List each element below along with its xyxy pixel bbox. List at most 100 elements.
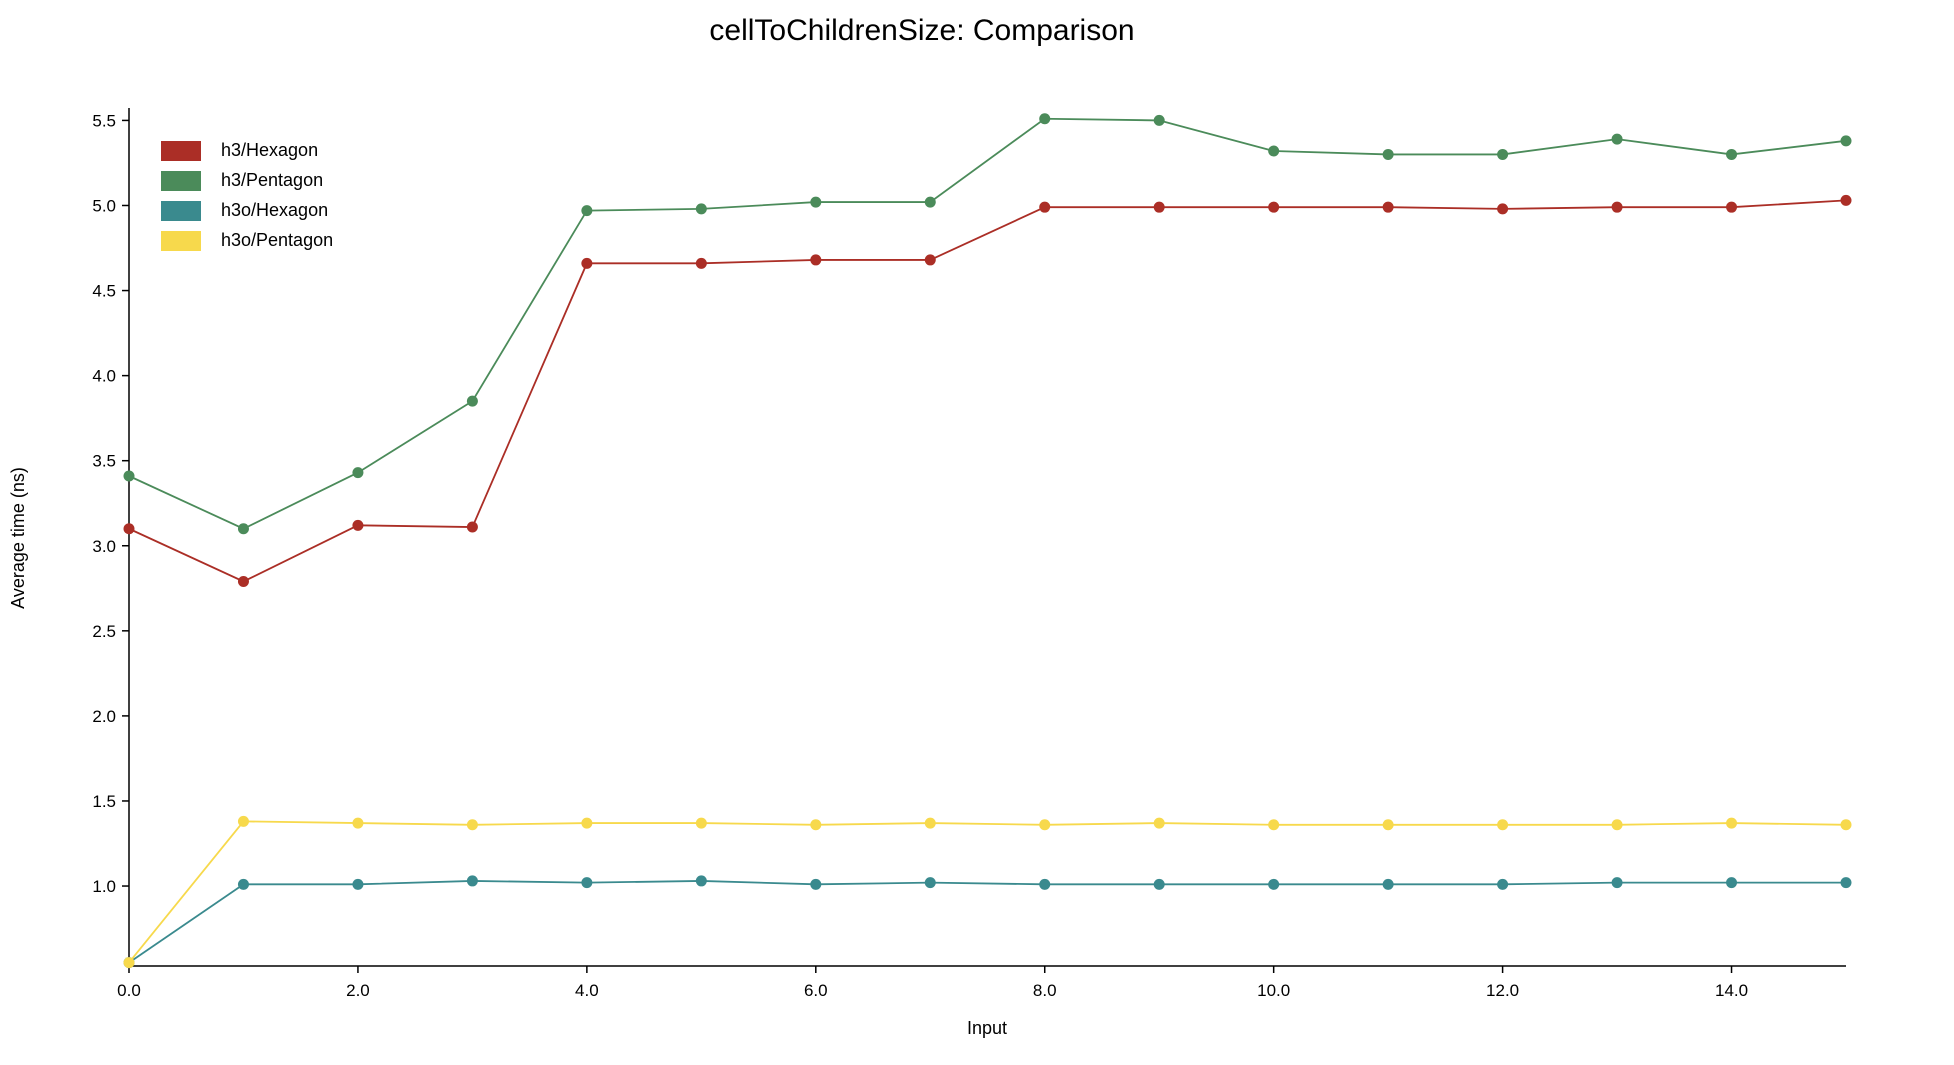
data-point-h3o-hexagon [924, 877, 936, 889]
data-point-h3-pentagon [1039, 113, 1051, 125]
legend-label: h3/Pentagon [221, 170, 323, 190]
data-point-h3-hexagon [1382, 201, 1394, 213]
data-point-h3-hexagon [1726, 201, 1738, 213]
x-tick-label: 10.0 [1257, 981, 1290, 1000]
data-point-h3-pentagon [924, 196, 936, 208]
x-tick-label: 6.0 [804, 981, 828, 1000]
data-point-h3-hexagon [1497, 203, 1509, 215]
series-line-h3-hexagon [128, 199, 1847, 583]
legend-swatch [161, 201, 201, 221]
y-axis-title: Average time (ns) [8, 467, 28, 609]
data-point-h3o-pentagon [237, 815, 249, 827]
data-point-h3-hexagon [924, 254, 936, 266]
data-point-h3o-pentagon [1497, 819, 1509, 831]
legend-label: h3o/Hexagon [221, 200, 328, 220]
y-tick-label: 5.0 [92, 196, 116, 215]
x-tick-label: 12.0 [1486, 981, 1519, 1000]
x-axis-title: Input [967, 1018, 1007, 1038]
legend-item-h3-hexagon: h3/Hexagon [161, 140, 318, 161]
data-point-h3-hexagon [1840, 194, 1852, 206]
axes: 1.0 1.5 2.0 2.5 3.0 3.5 4.0 4.5 5.0 5.5 0.0 2.0 4.0 6… [92, 108, 1846, 1000]
data-point-h3-pentagon [581, 205, 593, 217]
data-point-h3o-pentagon [1840, 819, 1852, 831]
series-layer [123, 113, 1852, 969]
data-point-h3-hexagon [1611, 201, 1623, 213]
data-point-h3-hexagon [1153, 201, 1165, 213]
data-point-h3o-pentagon [695, 817, 707, 829]
data-point-h3-hexagon [237, 575, 249, 587]
x-tick-label: 14.0 [1715, 981, 1748, 1000]
legend-label: h3o/Pentagon [221, 230, 333, 250]
data-point-h3-hexagon [810, 254, 822, 266]
data-point-h3-hexagon [1039, 201, 1051, 213]
data-point-h3-hexagon [466, 521, 478, 533]
data-point-h3o-pentagon [581, 817, 593, 829]
y-tick-label: 2.5 [92, 622, 116, 641]
data-point-h3-pentagon [1726, 148, 1738, 160]
data-point-h3-hexagon [1268, 201, 1280, 213]
data-point-h3-pentagon [1153, 114, 1165, 126]
data-point-h3-pentagon [1268, 145, 1280, 157]
y-tick-label: 3.5 [92, 452, 116, 471]
data-point-h3-pentagon [466, 395, 478, 407]
data-point-h3o-hexagon [1497, 878, 1509, 890]
data-point-h3o-hexagon [810, 878, 822, 890]
data-point-h3-pentagon [352, 467, 364, 479]
legend-item-h3-pentagon: h3/Pentagon [161, 170, 323, 191]
data-point-h3o-pentagon [1153, 817, 1165, 829]
data-point-h3o-hexagon [1611, 877, 1623, 889]
legend-swatch [161, 171, 201, 191]
data-point-h3o-pentagon [352, 817, 364, 829]
series-line-h3-pentagon [128, 117, 1847, 530]
data-point-h3o-pentagon [466, 819, 478, 831]
legend-item-h3o-hexagon: h3o/Hexagon [161, 200, 328, 221]
legend-item-h3o-pentagon: h3o/Pentagon [161, 230, 333, 251]
data-point-h3-pentagon [1840, 135, 1852, 147]
x-tick-label: 8.0 [1033, 981, 1057, 1000]
y-tick-label: 3.0 [92, 537, 116, 556]
data-point-h3-hexagon [123, 523, 135, 535]
data-point-h3-hexagon [695, 257, 707, 269]
data-point-h3-pentagon [237, 523, 249, 535]
data-point-h3o-pentagon [1726, 817, 1738, 829]
data-point-h3-pentagon [1497, 148, 1509, 160]
data-point-h3o-pentagon [1268, 819, 1280, 831]
data-point-h3o-hexagon [466, 875, 478, 887]
y-tick-label: 4.5 [92, 282, 116, 301]
data-point-h3o-hexagon [1840, 877, 1852, 889]
data-point-h3o-pentagon [123, 957, 135, 969]
data-point-h3o-pentagon [810, 819, 822, 831]
series-line-h3o-pentagon [128, 820, 1847, 964]
data-point-h3o-hexagon [352, 878, 364, 890]
data-point-h3o-pentagon [1382, 819, 1394, 831]
legend-swatch [161, 141, 201, 161]
y-tick-label: 5.5 [92, 111, 116, 130]
data-point-h3-hexagon [581, 257, 593, 269]
data-point-h3o-hexagon [1153, 878, 1165, 890]
y-tick-label: 4.0 [92, 367, 116, 386]
legend-label: h3/Hexagon [221, 140, 318, 160]
x-tick-label: 4.0 [575, 981, 599, 1000]
series-h3o-hexagon [123, 875, 1852, 969]
y-tick-label: 2.0 [92, 707, 116, 726]
series-line-h3o-hexagon [128, 880, 1846, 964]
data-point-h3o-hexagon [1726, 877, 1738, 889]
data-point-h3o-hexagon [695, 875, 707, 887]
legend-swatch [161, 231, 201, 251]
data-point-h3o-hexagon [237, 878, 249, 890]
data-point-h3-pentagon [810, 196, 822, 208]
series-h3-hexagon [123, 194, 1852, 587]
data-point-h3o-hexagon [581, 877, 593, 889]
x-tick-label: 2.0 [346, 981, 370, 1000]
data-point-h3o-hexagon [1382, 878, 1394, 890]
y-tick-label: 1.5 [92, 792, 116, 811]
data-point-h3-hexagon [352, 519, 364, 531]
series-h3o-pentagon [123, 815, 1852, 969]
data-point-h3-pentagon [1382, 148, 1394, 160]
data-point-h3-pentagon [123, 470, 135, 482]
y-tick-label: 1.0 [92, 877, 116, 896]
data-point-h3o-pentagon [1039, 819, 1051, 831]
x-tick-label: 0.0 [117, 981, 141, 1000]
